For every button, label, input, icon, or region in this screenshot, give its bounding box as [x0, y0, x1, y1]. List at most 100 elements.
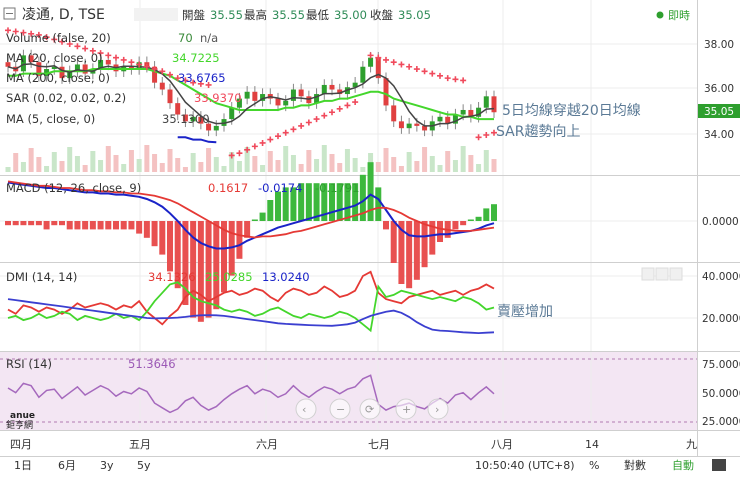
macd-histogram-bar	[467, 219, 474, 221]
percent-scale-button[interactable]: %	[589, 459, 599, 472]
macd-histogram-bar	[89, 221, 96, 230]
collapse-icon[interactable]	[3, 7, 16, 20]
candle-body	[368, 57, 374, 67]
macd-histogram-bar	[97, 221, 104, 230]
settings-icon[interactable]	[712, 459, 726, 471]
candle-body	[491, 96, 497, 113]
volume-bar	[437, 165, 443, 172]
chevron-right-icon: ›	[435, 403, 439, 416]
volume-bar	[59, 161, 65, 172]
candle-body	[337, 89, 343, 95]
macd-histogram-bar	[182, 221, 189, 305]
sar-point	[437, 72, 443, 79]
y-axis-labels: 38.00 36.00 34.00 0.0000 40.0000 20.0000…	[702, 39, 740, 428]
volume-bar	[252, 156, 258, 172]
navigation-controls: ‹ − ⟳ + ›	[295, 398, 449, 420]
candle-body	[460, 109, 466, 115]
sar-point	[282, 129, 289, 136]
ma5-label: MA (5, close, 0)	[6, 112, 95, 126]
dmi-plus-line	[7, 270, 495, 326]
range-1d-button[interactable]: 1日	[14, 459, 32, 472]
sar-point	[298, 122, 305, 129]
volume-bar	[306, 150, 312, 172]
macd-histogram-bar	[421, 221, 428, 268]
ma5-legend: MA (5, close, 0) 35.1300	[6, 112, 210, 126]
candle-body	[213, 125, 219, 131]
ma5-line	[7, 63, 495, 127]
zoom-out-button[interactable]	[329, 398, 351, 420]
sar-point	[228, 152, 235, 159]
minus-icon: −	[336, 403, 345, 416]
macd-histogram-bar	[321, 183, 328, 221]
candle-body	[383, 78, 389, 106]
volume-value: n/a	[200, 31, 218, 45]
macd-histogram-bar	[359, 174, 366, 221]
sar-point	[429, 70, 436, 77]
macd-histogram-bar	[143, 221, 150, 238]
volume-bar	[314, 159, 320, 172]
sar-point	[128, 59, 135, 66]
log-scale-button[interactable]: 對數	[624, 458, 646, 472]
candle-body	[283, 100, 289, 106]
volume-bar	[28, 148, 34, 172]
sar-point	[5, 27, 11, 34]
sar-point	[167, 71, 173, 78]
candle-body	[252, 91, 258, 101]
macd-histogram-bar	[406, 221, 413, 289]
candle-body	[468, 109, 474, 117]
sar-point	[390, 59, 397, 66]
candle-body	[82, 64, 88, 74]
x-tick-jul: 七月	[368, 438, 390, 451]
sar-point	[460, 77, 467, 84]
volume-bar	[121, 164, 127, 172]
volume-bar	[159, 163, 165, 172]
volume-bar	[13, 153, 19, 172]
candle-body	[36, 62, 42, 76]
dmi-legend: DMI (14, 14) 34.1326 25.0285 13.0240	[6, 270, 310, 284]
candle-body	[98, 59, 104, 70]
range-3y-button[interactable]: 3y	[100, 459, 114, 472]
sar-legend: SAR (0.02, 0.02, 0.2) 33.9370	[6, 91, 242, 105]
sar-point	[267, 136, 274, 143]
volume-bar	[113, 155, 119, 172]
scroll-right-button[interactable]	[427, 398, 449, 420]
macd-histogram-bar	[437, 221, 443, 242]
candle-body	[314, 94, 320, 104]
volume-label: Volume (false, 20)	[6, 31, 111, 45]
macd-histogram-bar	[298, 183, 305, 221]
auto-scale-button[interactable]: 自動	[672, 458, 694, 472]
volume-bar	[491, 159, 497, 172]
header-tool-buttons[interactable]	[134, 8, 178, 21]
dmi-value: 13.0240	[262, 270, 310, 284]
chart-header: 凌通, D, TSE 開盤 35.55 最高 35.55 最低 35.00 收盤…	[3, 7, 690, 23]
candle-body	[198, 116, 204, 124]
scroll-left-button[interactable]	[295, 398, 317, 420]
ma5-value: 35.1300	[162, 112, 210, 126]
volume-value: 70	[178, 31, 193, 45]
zoom-in-button[interactable]	[395, 398, 417, 420]
macd-label: MACD (12, 26, close, 9)	[6, 181, 141, 195]
candle-body	[260, 94, 266, 101]
dmi-panel-controls[interactable]	[641, 267, 683, 281]
sar-point	[89, 47, 96, 54]
ma200-legend: MA (200, close, 0) 33.6765	[6, 71, 226, 85]
close-value: 35.05	[398, 8, 431, 22]
macd-histogram-bar	[159, 221, 166, 255]
reset-button[interactable]	[359, 398, 381, 420]
volume-legend: Volume (false, 20) 70 n/a	[6, 31, 218, 45]
volume-bar	[298, 164, 304, 172]
volume-bars	[5, 145, 497, 172]
range-5y-button[interactable]: 5y	[137, 459, 151, 472]
volume-bar	[152, 154, 158, 172]
sar-point	[251, 143, 258, 150]
macd-histogram-bar	[375, 187, 382, 221]
dmi-label: DMI (14, 14)	[6, 270, 77, 284]
annotation-dmi: 賣壓增加	[497, 304, 553, 320]
candle-body	[437, 116, 443, 122]
candle-body	[74, 64, 80, 72]
volume-bar	[383, 148, 389, 172]
sar-point	[97, 50, 104, 57]
range-6m-button[interactable]: 6月	[58, 459, 76, 472]
ma200-line	[177, 136, 217, 144]
